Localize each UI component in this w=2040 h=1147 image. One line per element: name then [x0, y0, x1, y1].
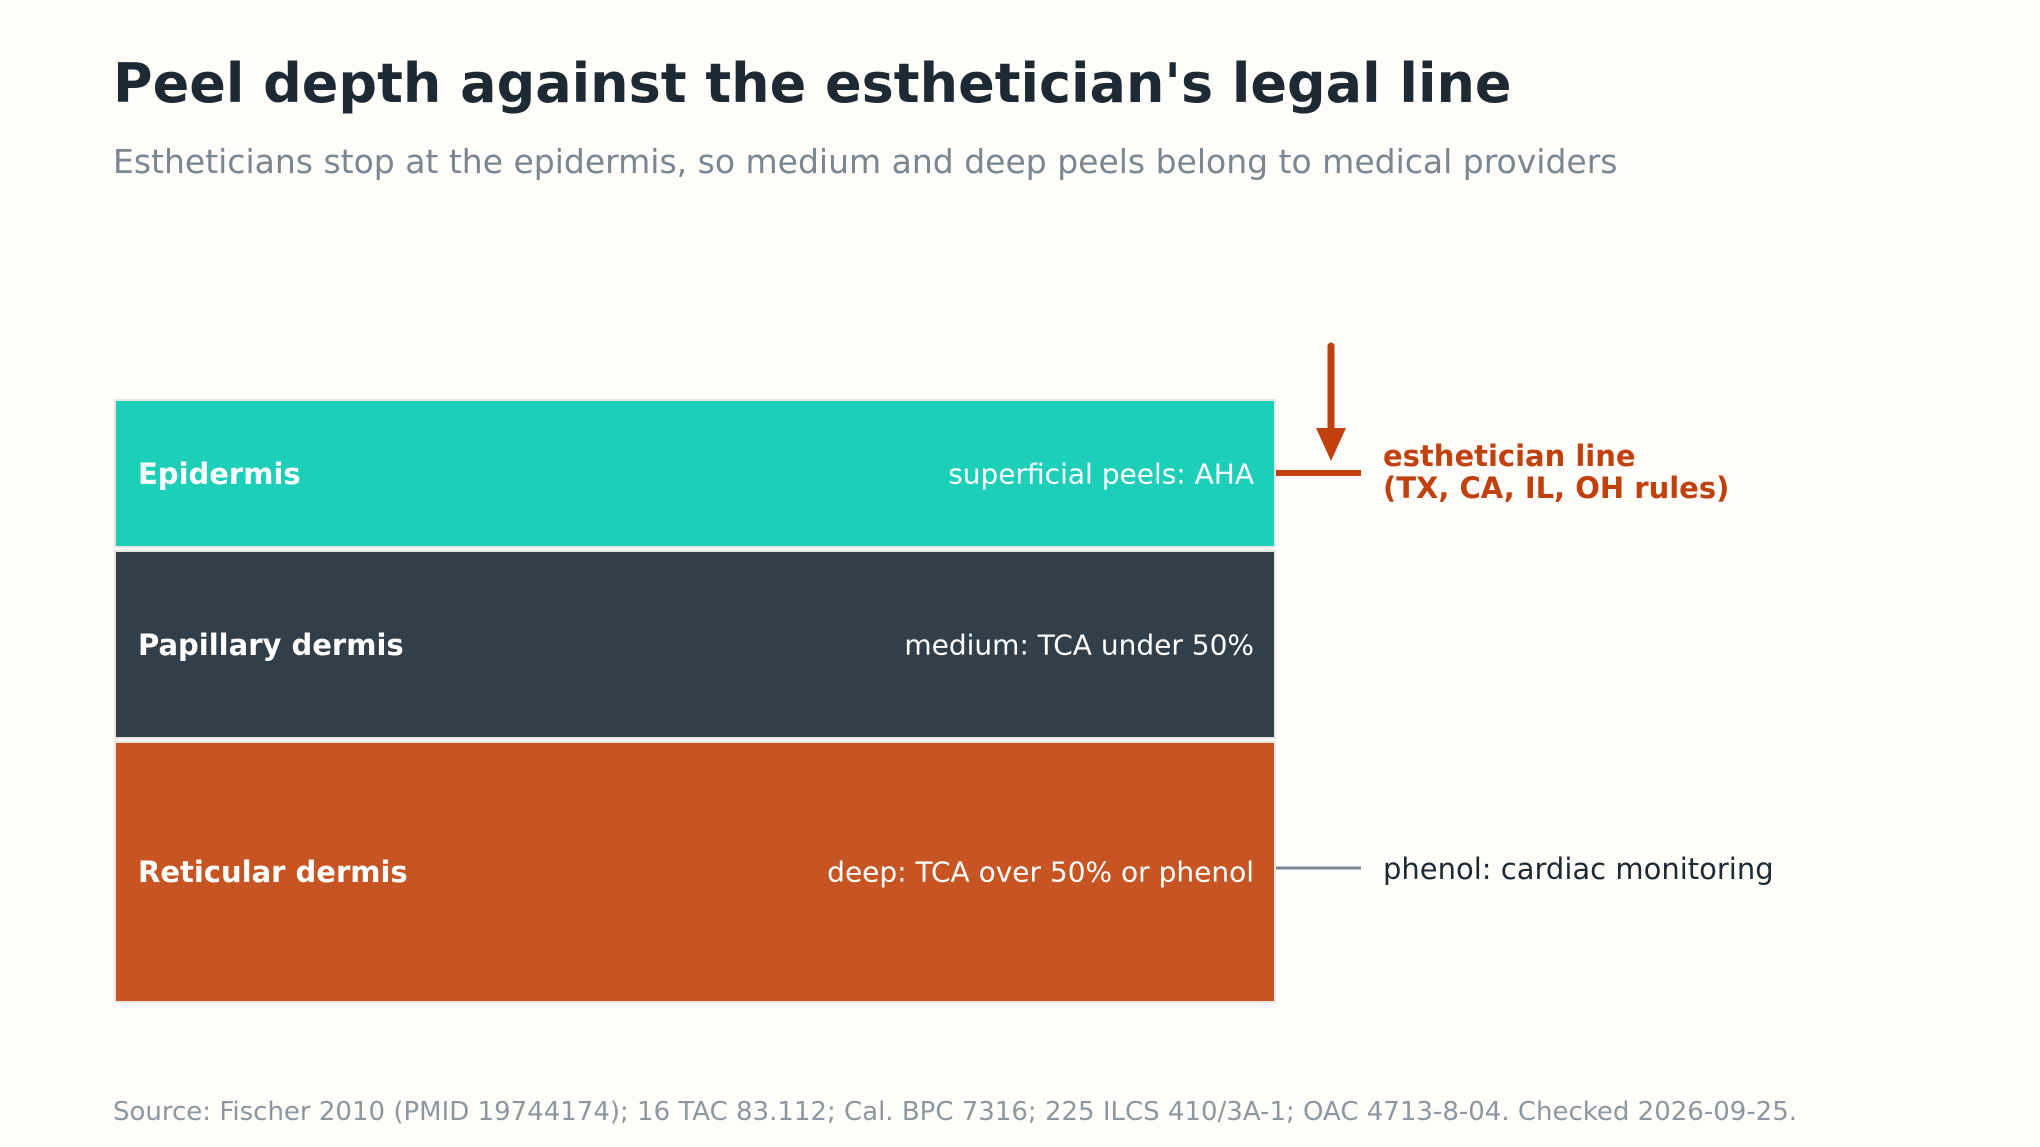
layer-name-papillary-dermis: Papillary dermis [138, 627, 404, 662]
layer-peel-reticular-dermis: deep: TCA over 50% or phenol [827, 855, 1254, 889]
layer-papillary-dermis: Papillary dermis medium: TCA under 50% [114, 550, 1276, 739]
diagram-subtitle: Estheticians stop at the epidermis, so m… [113, 142, 1618, 181]
layer-reticular-dermis: Reticular dermis deep: TCA over 50% or p… [114, 741, 1276, 1003]
layer-epidermis: Epidermis superficial peels: AHA [114, 399, 1276, 548]
arrow-down-icon [1316, 428, 1346, 461]
layer-name-reticular-dermis: Reticular dermis [138, 855, 408, 889]
esthetician-line-label-line1: esthetician line [1383, 439, 1636, 473]
phenol-annotation: phenol: cardiac monitoring [1383, 852, 1774, 886]
diagram-title: Peel depth against the esthetician's leg… [113, 52, 1512, 115]
layer-peel-papillary-dermis: medium: TCA under 50% [904, 628, 1254, 661]
layer-peel-epidermis: superficial peels: AHA [948, 457, 1254, 490]
esthetician-line-label: esthetician line (TX, CA, IL, OH rules) [1383, 440, 1729, 504]
esthetician-line-label-line2: (TX, CA, IL, OH rules) [1383, 471, 1730, 505]
source-note: Source: Fischer 2010 (PMID 19744174); 16… [113, 1097, 1798, 1127]
layer-name-epidermis: Epidermis [138, 456, 301, 491]
